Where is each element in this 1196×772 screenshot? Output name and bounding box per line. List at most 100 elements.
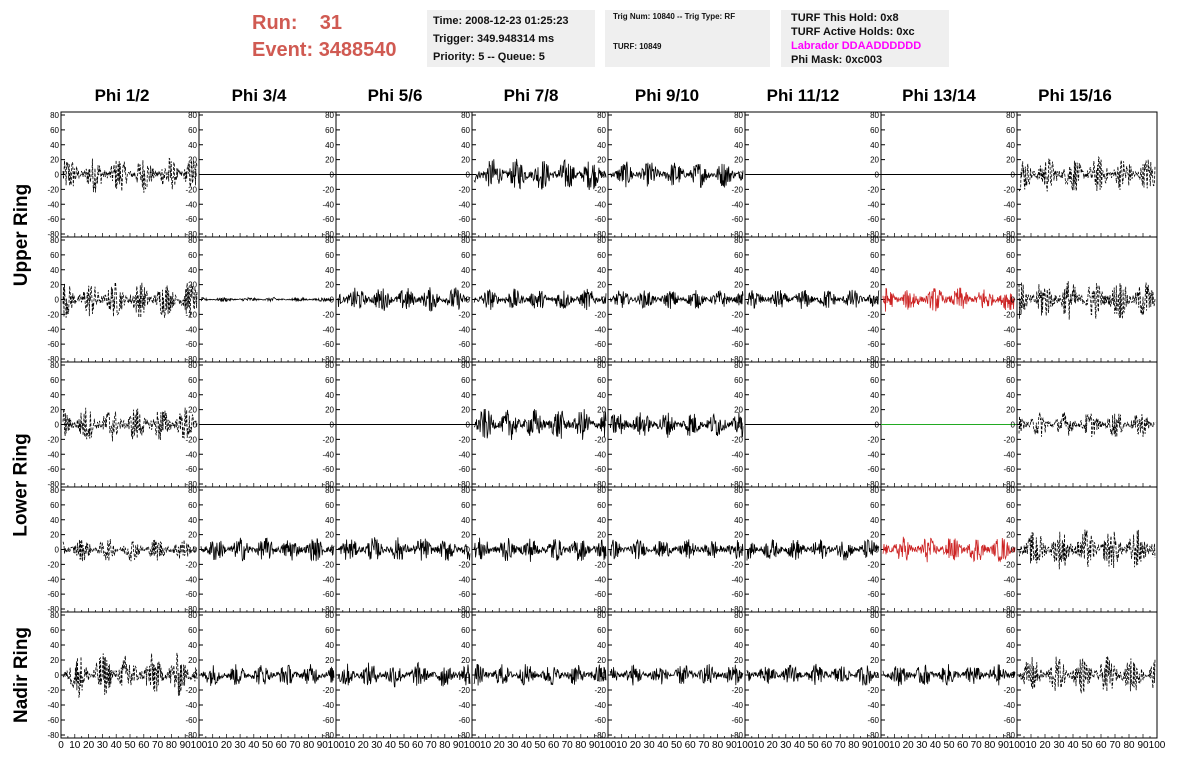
y-tick-label: -60: [322, 590, 334, 599]
trace-waveform: [609, 664, 744, 686]
y-tick-label: -60: [594, 716, 606, 725]
x-tick-label: 40: [111, 740, 123, 751]
y-tick-label: 40: [870, 266, 879, 275]
x-tick-label: 90: [998, 740, 1010, 751]
y-tick-label: 60: [325, 501, 334, 510]
y-tick-label: -40: [867, 575, 879, 584]
y-tick-label: -80: [594, 605, 606, 614]
y-tick-label: 80: [734, 361, 743, 370]
y-tick-label: 40: [597, 516, 606, 525]
y-tick-label: 40: [461, 266, 470, 275]
y-tick-label: -80: [1003, 605, 1015, 614]
y-tick-label: 60: [597, 251, 606, 260]
x-tick-label: 30: [507, 740, 519, 751]
x-tick-label: 100: [873, 740, 890, 751]
y-tick-label: 20: [188, 281, 197, 290]
y-tick-label: 60: [188, 376, 197, 385]
x-tick-label: 10: [616, 740, 628, 751]
y-tick-label: -20: [1003, 435, 1015, 444]
y-tick-label: -60: [731, 465, 743, 474]
y-tick-label: 0: [466, 421, 471, 430]
y-tick-label: 20: [461, 281, 470, 290]
y-tick-label: -60: [1003, 340, 1015, 349]
y-tick-label: -40: [1003, 701, 1015, 710]
y-tick-label: 60: [50, 126, 59, 135]
run-line: Run: 31: [252, 10, 397, 37]
y-tick-label: 60: [597, 626, 606, 635]
y-tick-label: -60: [731, 215, 743, 224]
x-tick-label: 90: [180, 740, 192, 751]
y-tick-label: 40: [597, 641, 606, 650]
y-tick-label: -20: [594, 686, 606, 695]
x-tick-label: 50: [671, 740, 683, 751]
y-tick-label: 0: [739, 671, 744, 680]
event-label: Event:: [252, 39, 314, 61]
y-tick-label: -60: [47, 716, 59, 725]
x-tick-label: 100: [737, 740, 754, 751]
trace-waveform: [473, 664, 607, 686]
y-tick-label: 0: [739, 171, 744, 180]
y-tick-label: 60: [461, 626, 470, 635]
y-tick-label: 0: [739, 296, 744, 305]
x-tick-label: 60: [821, 740, 833, 751]
x-tick-label: 0: [58, 740, 64, 751]
y-tick-label: 0: [875, 546, 880, 555]
y-tick-label: 40: [188, 141, 197, 150]
x-tick-label: 20: [221, 740, 233, 751]
trace-waveform: [62, 281, 198, 319]
phi-header-5-6: Phi 5/6: [367, 86, 423, 105]
y-tick-label: -60: [322, 340, 334, 349]
y-tick-label: -40: [867, 701, 879, 710]
phi-header-9-10: Phi 9/10: [634, 86, 700, 105]
y-tick-label: -80: [458, 355, 470, 364]
trace-waveform: [882, 536, 1016, 563]
x-tick-label: 80: [984, 740, 996, 751]
x-tick-label: 90: [317, 740, 329, 751]
x-tick-label: 20: [1039, 740, 1051, 751]
y-tick-label: 60: [870, 126, 879, 135]
y-tick-label: -80: [731, 230, 743, 239]
x-tick-label: 30: [780, 740, 792, 751]
y-tick-label: 40: [461, 391, 470, 400]
x-tick-label: 40: [930, 740, 942, 751]
y-tick-label: -80: [867, 355, 879, 364]
y-tick-label: 0: [602, 296, 607, 305]
y-tick-label: 0: [55, 546, 60, 555]
y-tick-label: 60: [734, 501, 743, 510]
y-tick-label: -40: [458, 450, 470, 459]
y-tick-label: -40: [1003, 325, 1015, 334]
trig-text: Trig Num: 10840 -- Trig Type: RF: [613, 12, 736, 21]
y-tick-label: 40: [188, 266, 197, 275]
y-tick-label: -60: [185, 465, 197, 474]
y-tick-label: -80: [458, 230, 470, 239]
x-tick-label: 40: [248, 740, 260, 751]
y-tick-label: -80: [731, 605, 743, 614]
x-tick-label: 90: [589, 740, 601, 751]
y-tick-label: 40: [870, 516, 879, 525]
y-tick-label: -60: [322, 465, 334, 474]
y-tick-label: 40: [50, 141, 59, 150]
y-tick-label: -60: [594, 340, 606, 349]
y-tick-label: 60: [734, 376, 743, 385]
phi-mask-text: Phi Mask: 0xc003: [791, 54, 883, 66]
trace-waveform: [337, 537, 471, 561]
x-tick-label: 90: [726, 740, 738, 751]
y-tick-label: -80: [47, 230, 59, 239]
y-tick-label: 40: [870, 141, 879, 150]
y-tick-label: 80: [50, 236, 59, 245]
x-tick-label: 50: [534, 740, 546, 751]
x-tick-label: 100: [1009, 740, 1026, 751]
x-tick-label: 100: [600, 740, 617, 751]
y-tick-label: 80: [870, 611, 879, 620]
y-tick-label: 80: [188, 361, 197, 370]
y-tick-label: -20: [867, 435, 879, 444]
plot-frame: [60, 486, 200, 613]
y-tick-label: 20: [461, 531, 470, 540]
y-tick-label: -60: [594, 590, 606, 599]
x-tick-label: 10: [1025, 740, 1037, 751]
x-tick-label: 60: [1095, 740, 1107, 751]
y-tick-label: -20: [185, 560, 197, 569]
y-tick-label: 20: [597, 656, 606, 665]
y-tick-label: 40: [188, 516, 197, 525]
y-tick-label: 80: [461, 111, 470, 120]
